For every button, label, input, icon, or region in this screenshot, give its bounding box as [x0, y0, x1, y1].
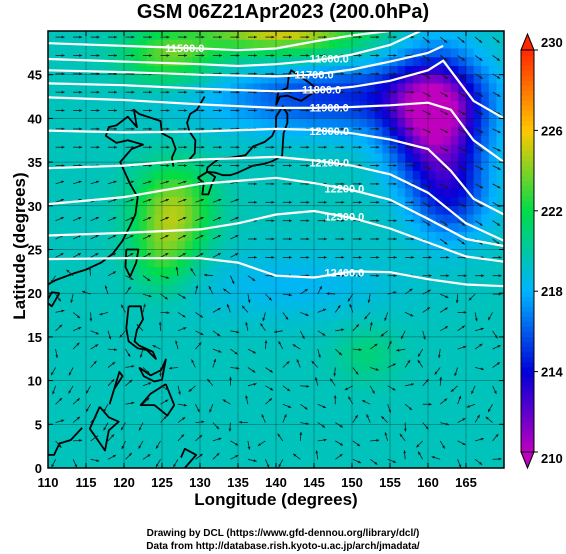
- x-tick-label: 130: [189, 475, 211, 490]
- contour-label: 12200.0: [325, 184, 365, 196]
- contour-line: [48, 127, 504, 216]
- temperature-field: [48, 31, 504, 468]
- y-tick-label: 45: [28, 68, 42, 83]
- contour-line: [48, 31, 391, 52]
- colorbar-tick-label: 210: [541, 451, 563, 466]
- contour-line: [48, 44, 444, 78]
- contour-line: [48, 209, 504, 263]
- x-tick-label: 115: [76, 475, 97, 490]
- credit-data: Data from http://database.rish.kyoto-u.a…: [146, 541, 420, 552]
- x-tick-label: 110: [38, 475, 59, 490]
- x-tick-label: 165: [455, 475, 477, 490]
- y-axis-label: Latitude (degrees): [10, 172, 29, 320]
- contour-line: [48, 31, 421, 68]
- x-tick-label: 135: [227, 475, 249, 490]
- wind-arrows: [50, 35, 502, 468]
- contour-label: 11700.0: [294, 70, 333, 82]
- contour-label: 11600.0: [310, 53, 349, 65]
- x-tick-label: 120: [113, 475, 135, 490]
- contour-line: [48, 257, 504, 288]
- x-tick-label: 150: [341, 475, 363, 490]
- colorbar-tick-label: 214: [541, 365, 563, 380]
- x-tick-label: 145: [303, 475, 325, 490]
- y-tick-label: 20: [28, 286, 42, 301]
- contour-label: 12100.0: [309, 157, 349, 169]
- x-tick-label: 125: [151, 475, 173, 490]
- y-tick-label: 15: [28, 330, 42, 345]
- contour-label: 12400.0: [325, 268, 365, 280]
- height-contours: 11500.0 11600.0 11700.0 11800.0 11900.0 12000…: [48, 31, 504, 288]
- y-tick-label: 5: [35, 417, 42, 432]
- contour-line: [48, 59, 504, 120]
- x-axis-ticks: 110 115 120 125 130 135 140 145 150 155 160 165: [38, 31, 477, 490]
- chart-title: GSM 06Z21Apr2023 (200.0hPa): [136, 1, 430, 23]
- contour-label: 12300.0: [325, 212, 365, 224]
- contour-label: 11900.0: [310, 103, 349, 115]
- y-tick-label: 40: [28, 111, 42, 126]
- colorbar: 210 214 218 222 226 230: [520, 32, 563, 470]
- colorbar-tick-label: 226: [541, 123, 563, 138]
- colorbar-tick-label: 230: [541, 35, 563, 50]
- y-axis-ticks: 0 5 10 15 20 25 30 35 40 45: [28, 68, 504, 476]
- contour-line: [48, 176, 504, 248]
- y-tick-label: 25: [28, 243, 42, 258]
- y-tick-label: 0: [35, 461, 42, 476]
- y-tick-label: 35: [28, 155, 42, 170]
- contour-label: 11500.0: [165, 43, 204, 55]
- contour-label: 12000.0: [309, 126, 349, 138]
- x-axis-label: Longitude (degrees): [194, 490, 358, 509]
- contour-line: [48, 155, 504, 242]
- contour-label: 11800.0: [302, 85, 341, 97]
- x-tick-label: 155: [379, 475, 401, 490]
- y-tick-label: 30: [28, 199, 42, 214]
- colorbar-tick-label: 222: [541, 204, 563, 219]
- x-tick-label: 160: [417, 475, 439, 490]
- colorbar-tick-label: 218: [541, 284, 563, 299]
- y-tick-label: 10: [28, 374, 42, 389]
- x-tick-label: 140: [265, 475, 287, 490]
- credit-drawing: Drawing by DCL (https://www.gfd-dennou.o…: [146, 528, 420, 539]
- contour-line: [48, 96, 504, 163]
